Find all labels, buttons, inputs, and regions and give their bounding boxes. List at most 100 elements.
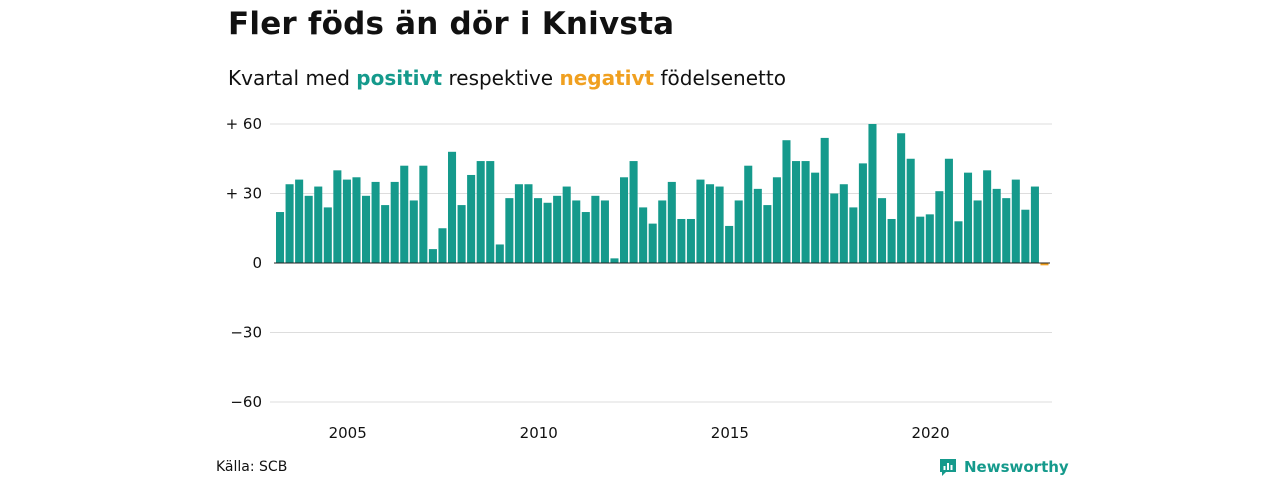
bar	[868, 124, 877, 263]
y-tick-label: −30	[230, 324, 262, 342]
bar	[381, 205, 390, 263]
subtitle-middle: respektive	[442, 66, 560, 90]
brand-name: Newsworthy	[964, 458, 1069, 476]
y-tick-label: −60	[230, 393, 262, 411]
bar	[553, 195, 562, 263]
bar	[715, 186, 724, 263]
bar	[467, 174, 476, 263]
bar	[581, 212, 590, 263]
bars	[276, 124, 1049, 266]
y-tick-label: 0	[252, 254, 262, 272]
subtitle-positive: positivt	[356, 66, 443, 90]
brand-logo: Newsworthy	[938, 457, 1069, 477]
bar	[514, 184, 523, 263]
chart-title: Fler föds än dör i Knivsta	[228, 6, 675, 42]
bar	[505, 198, 514, 263]
bar	[610, 258, 619, 263]
bar	[591, 195, 600, 263]
bar	[782, 140, 791, 263]
y-axis-ticks: + 60 + 30 0 −30 −60	[226, 115, 262, 411]
bar	[1030, 186, 1039, 263]
bar	[858, 163, 867, 263]
x-tick-label: 2010	[520, 424, 558, 442]
bar	[562, 186, 571, 263]
bar	[1002, 198, 1011, 263]
bar	[629, 161, 638, 263]
bar	[954, 221, 963, 263]
bar	[849, 207, 858, 263]
bar	[419, 165, 428, 263]
newsworthy-logo-icon	[940, 459, 956, 476]
bar	[1011, 179, 1020, 263]
bar	[887, 218, 896, 263]
x-tick-label: 2015	[711, 424, 749, 442]
bar	[983, 170, 992, 263]
bar	[276, 212, 285, 263]
bar	[925, 214, 934, 263]
bar	[572, 200, 581, 263]
bar	[409, 200, 418, 263]
x-tick-label: 2020	[911, 424, 949, 442]
bar	[295, 179, 304, 263]
bar	[667, 181, 676, 263]
bar	[830, 193, 839, 263]
bar	[476, 161, 485, 263]
bar	[600, 200, 609, 263]
bar	[524, 184, 533, 263]
bar	[457, 205, 466, 263]
bar	[333, 170, 342, 263]
bar	[543, 202, 552, 263]
bar	[495, 244, 504, 263]
grid-lines	[270, 123, 1052, 403]
bar	[916, 216, 925, 263]
bar	[352, 177, 361, 263]
x-axis-ticks: 2005 2010 2015 2020	[329, 424, 950, 442]
bar	[362, 195, 371, 263]
bar	[448, 151, 457, 263]
bar	[620, 177, 629, 263]
bar	[304, 195, 313, 263]
x-tick-label: 2005	[329, 424, 367, 442]
bar	[428, 249, 437, 263]
bar	[658, 200, 667, 263]
bar	[763, 205, 772, 263]
bar	[706, 184, 715, 263]
subtitle-suffix: födelsenetto	[654, 66, 786, 90]
bar	[390, 181, 399, 263]
bar	[534, 198, 543, 263]
bar	[400, 165, 409, 263]
chart-subtitle: Kvartal med positivt respektive negativt…	[228, 66, 786, 90]
bar	[964, 172, 973, 263]
y-tick-label: + 60	[226, 115, 262, 133]
bar	[725, 225, 734, 263]
bar	[686, 218, 695, 263]
bar	[820, 137, 829, 263]
bar	[677, 218, 686, 263]
bar	[792, 161, 801, 263]
bar	[314, 186, 323, 263]
source-note: Källa: SCB	[216, 459, 288, 475]
bar	[323, 207, 332, 263]
bar	[648, 223, 657, 263]
bar	[944, 158, 953, 263]
subtitle-prefix: Kvartal med	[228, 66, 357, 90]
bar	[342, 179, 351, 263]
bar	[839, 184, 848, 263]
bar	[753, 188, 762, 263]
bar	[935, 191, 944, 263]
bar	[486, 161, 495, 263]
bar	[811, 172, 820, 263]
bar	[906, 158, 915, 263]
bar	[744, 165, 753, 263]
subtitle-negative: negativt	[559, 66, 655, 90]
bar	[897, 133, 906, 263]
bar	[285, 184, 294, 263]
bar	[639, 207, 648, 263]
bar	[878, 198, 887, 263]
bar	[992, 188, 1001, 263]
bar	[801, 161, 810, 263]
bar	[973, 200, 982, 263]
bar	[772, 177, 781, 263]
bar	[1021, 209, 1030, 263]
